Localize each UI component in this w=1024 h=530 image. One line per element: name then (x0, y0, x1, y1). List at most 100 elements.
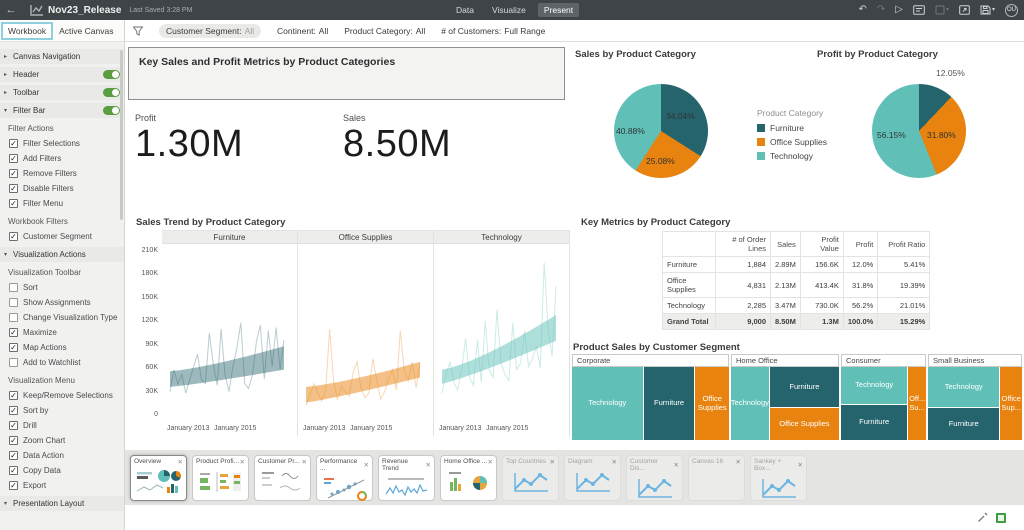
treemap-tile[interactable]: Office Supplies (695, 367, 729, 440)
share-icon[interactable]: ▾ (935, 5, 949, 15)
close-icon[interactable]: ✕ (239, 458, 245, 466)
sidebar-section-visualization-actions[interactable]: ▾ Visualization Actions (0, 247, 124, 262)
treemap-tile[interactable]: Office Sup... (1000, 367, 1022, 440)
key-metrics-table[interactable]: # of Order Lines Sales Profit Value Profit P… (662, 231, 931, 330)
filter-chip-customer-segment-[interactable]: Customer Segment: All (159, 23, 262, 38)
close-icon[interactable]: ✕ (177, 458, 183, 466)
canvas-tab-home-office-[interactable]: Home Office ... ✕ (440, 454, 497, 501)
preview-icon[interactable]: ▷ (895, 4, 903, 15)
checkbox-checked-icon[interactable]: ✓ (9, 184, 18, 193)
sidebar-check-map-actions[interactable]: ✓ Map Actions (0, 340, 124, 355)
canvas-title-box[interactable]: Key Sales and Profit Metrics by Product … (128, 47, 565, 100)
sidebar-check-show-assignments[interactable]: Show Assignments (0, 295, 124, 310)
sidebar-section-presentation-layout[interactable]: ▾ Presentation Layout (0, 496, 124, 511)
treemap-tile[interactable]: Furniture (769, 367, 839, 408)
close-icon[interactable]: ✕ (611, 458, 617, 466)
sidebar-section-toolbar[interactable]: ▸ Toolbar (0, 85, 124, 100)
checkbox-checked-icon[interactable]: ✓ (9, 328, 18, 337)
treemap-tile[interactable]: Furniture (643, 367, 695, 440)
checkbox-checked-icon[interactable]: ✓ (9, 199, 18, 208)
treemap-tile[interactable]: Off... Su... (908, 367, 926, 440)
checkbox-unchecked-icon[interactable] (9, 283, 18, 292)
undo-icon[interactable]: ↶ (858, 4, 867, 15)
filter-chip--of-customers-[interactable]: # of Customers: Full Range (441, 26, 545, 36)
sidebar-section-canvas-navigation[interactable]: ▸ Canvas Navigation (0, 49, 124, 64)
checkbox-checked-icon[interactable]: ✓ (9, 451, 18, 460)
legend-item-technology[interactable]: Technology (757, 151, 827, 161)
checkbox-checked-icon[interactable]: ✓ (9, 154, 18, 163)
toggle-on[interactable] (103, 106, 120, 115)
canvas-tab-diagram[interactable]: Diagram ✕ (564, 454, 621, 501)
checkbox-checked-icon[interactable]: ✓ (9, 343, 18, 352)
sidebar-check-add-filters[interactable]: ✓ Add Filters (0, 151, 124, 166)
canvas-tab-canvas-16[interactable]: Canvas 16 ✕ (688, 454, 745, 501)
trend-panel-office-supplies[interactable]: Office Supplies January 2013 January 2015 (298, 230, 434, 436)
canvas-tab-customer-pr-[interactable]: Customer Pr... ✕ (254, 454, 311, 501)
kpi-sales[interactable]: Sales 8.50M (343, 113, 451, 166)
mode-visualize[interactable]: Visualize (491, 5, 526, 15)
sidebar-check-remove-filters[interactable]: ✓ Remove Filters (0, 166, 124, 181)
mode-data[interactable]: Data (456, 5, 474, 15)
checkbox-checked-icon[interactable]: ✓ (9, 391, 18, 400)
table-row[interactable]: Office Supplies 4,831 2.13M 413.4K 31.8% 19.3… (662, 272, 931, 298)
segment-treemap[interactable]: Corporate Technology Furniture Office Suppl… (572, 354, 1022, 440)
open-window-icon[interactable] (959, 5, 970, 15)
present-screen-icon[interactable] (913, 5, 925, 15)
sales-trend-chart[interactable]: 210K 180K 150K 120K 90K 60K 30K 0 Furniture Janua… (136, 230, 570, 436)
sidebar-check-sort-by[interactable]: ✓ Sort by (0, 403, 124, 418)
canvas-tab-customer-dis-[interactable]: Customer Dis... ✕ (626, 454, 683, 501)
checkbox-checked-icon[interactable]: ✓ (9, 139, 18, 148)
close-icon[interactable]: ✕ (673, 461, 679, 469)
sidebar-check-copy-data[interactable]: ✓ Copy Data (0, 463, 124, 478)
sidebar-check-data-action[interactable]: ✓ Data Action (0, 448, 124, 463)
kpi-profit[interactable]: Profit 1.30M (135, 113, 243, 166)
filter-chip-continent-[interactable]: Continent: All (277, 26, 328, 36)
sidebar-check-change-visualization-type[interactable]: Change Visualization Type (0, 310, 124, 325)
sidebar-scrollbar[interactable] (120, 50, 123, 220)
sales-pie-chart[interactable]: 34.04% 25.08% 40.88% (614, 84, 708, 178)
close-icon[interactable]: ✕ (425, 461, 431, 469)
redo-icon[interactable]: ↷ (876, 4, 886, 15)
canvas-tab-performance-[interactable]: Performance ... ✕ (316, 454, 373, 501)
checkbox-unchecked-icon[interactable] (9, 298, 18, 307)
trend-plot[interactable] (298, 244, 433, 417)
sidebar-tab-active-canvas[interactable]: Active Canvas (59, 25, 114, 36)
close-icon[interactable]: ✕ (487, 458, 493, 466)
close-icon[interactable]: ✕ (797, 461, 803, 469)
canvas-tab-top-countries[interactable]: Top Countries ✕ (502, 454, 559, 501)
close-icon[interactable]: ✕ (363, 461, 369, 469)
treemap-tile[interactable]: Office Supplies (769, 407, 839, 440)
sidebar-section-filter-bar[interactable]: ▾ Filter Bar (0, 103, 124, 118)
sidebar-tab-workbook[interactable]: Workbook (0, 21, 54, 40)
treemap-tile[interactable]: Technology (572, 367, 643, 440)
sidebar-check-maximize[interactable]: ✓ Maximize (0, 325, 124, 340)
mode-present[interactable]: Present (537, 3, 580, 17)
close-icon[interactable]: ✕ (549, 458, 555, 466)
table-row[interactable]: Grand Total 9,000 8.50M 1.3M 100.0% 15.29% (662, 313, 931, 330)
table-row[interactable]: Furniture 1,884 2.89M 156.6K 12.0% 5.41% (662, 256, 931, 273)
canvas-tab-product-profi-[interactable]: Product Profi... ✕ (192, 454, 249, 501)
user-avatar[interactable]: OU (1005, 3, 1018, 17)
sidebar-check-add-to-watchlist[interactable]: Add to Watchlist (0, 355, 124, 370)
canvas-tab-sankey-box-[interactable]: Sankey + Box... ✕ (750, 454, 807, 501)
sidebar-check-disable-filters[interactable]: ✓ Disable Filters (0, 181, 124, 196)
table-row[interactable]: Technology 2,285 3.47M 730.0K 56.2% 21.01% (662, 297, 931, 314)
trend-plot[interactable] (434, 244, 569, 417)
sidebar-check-zoom-chart[interactable]: ✓ Zoom Chart (0, 433, 124, 448)
sidebar-section-header[interactable]: ▸ Header (0, 67, 124, 82)
sidebar-check-keep-remove-selections[interactable]: ✓ Keep/Remove Selections (0, 388, 124, 403)
profit-pie[interactable] (872, 84, 966, 178)
checkbox-unchecked-icon[interactable] (9, 358, 18, 367)
checkbox-checked-icon[interactable]: ✓ (9, 421, 18, 430)
sidebar-check-export[interactable]: ✓ Export (0, 478, 124, 493)
checkbox-checked-icon[interactable]: ✓ (9, 481, 18, 490)
checkbox-checked-icon[interactable]: ✓ (9, 466, 18, 475)
sidebar-check-drill[interactable]: ✓ Drill (0, 418, 124, 433)
sidebar-check-filter-selections[interactable]: ✓ Filter Selections (0, 136, 124, 151)
toggle-on[interactable] (103, 70, 120, 79)
treemap-tile[interactable]: Technology (731, 367, 769, 440)
checkbox-checked-icon[interactable]: ✓ (9, 232, 18, 241)
checkbox-checked-icon[interactable]: ✓ (9, 169, 18, 178)
checkbox-checked-icon[interactable]: ✓ (9, 436, 18, 445)
profit-pie-chart[interactable]: 12.05% 31.80% 56.15% (872, 68, 966, 178)
